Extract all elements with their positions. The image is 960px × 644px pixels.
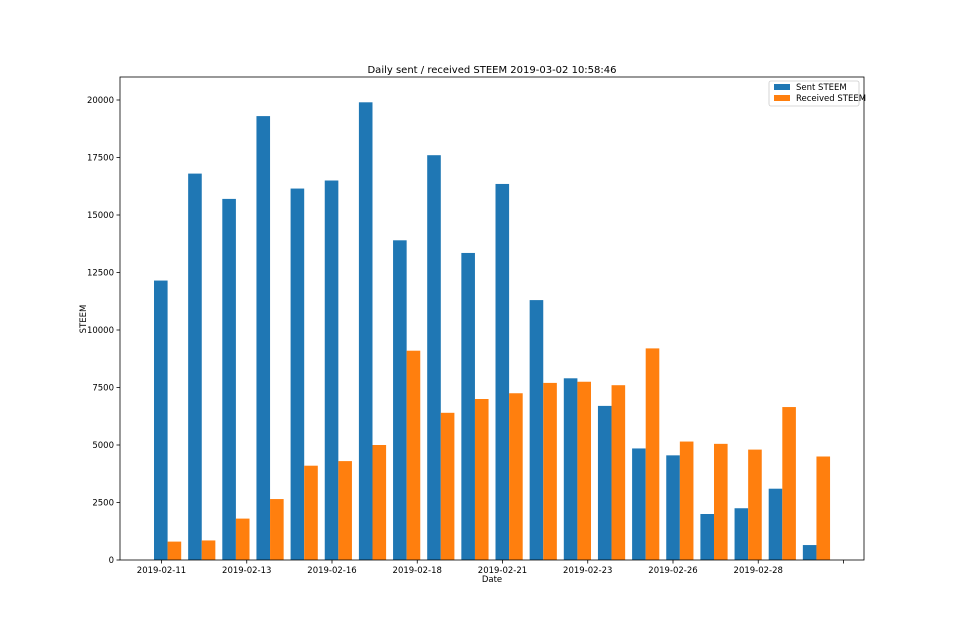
bar-received-2019-02-27 xyxy=(782,407,796,560)
legend-swatch-sent xyxy=(774,84,790,90)
bar-sent-2019-02-16 xyxy=(393,240,407,561)
x-tick-label: 2019-02-13 xyxy=(222,566,271,576)
bar-sent-2019-02-11 xyxy=(222,198,236,560)
y-tick-label: 0 xyxy=(109,556,114,566)
bars-layer xyxy=(154,102,831,561)
bar-sent-2019-02-10 xyxy=(188,173,202,560)
bar-sent-2019-02-21 xyxy=(563,378,578,560)
x-tick-label: 2019-02-21 xyxy=(478,566,527,576)
bar-received-2019-02-28 xyxy=(816,456,831,560)
bar-received-2019-02-21 xyxy=(577,381,591,560)
bar-received-2019-02-23 xyxy=(645,348,660,560)
bar-sent-2019-02-23 xyxy=(632,448,646,560)
x-tick-label: 2019-02-16 xyxy=(307,566,356,576)
y-axis-label: STEEM xyxy=(79,305,89,334)
y-axis: 0 2500 5000 7500 10000 12500 15000 17500 20000 xyxy=(87,96,120,566)
y-tick-label: 10000 xyxy=(87,326,114,336)
x-axis-label: Date xyxy=(482,575,502,585)
legend: Sent STEEM Received STEEM xyxy=(768,80,866,107)
bar-sent-2019-02-22 xyxy=(597,405,612,560)
bar-sent-2019-02-28 xyxy=(802,545,817,560)
legend-swatch-received xyxy=(774,95,790,101)
bar-sent-2019-02-20 xyxy=(529,300,544,560)
axes-frame xyxy=(119,76,865,561)
legend-frame xyxy=(768,80,860,107)
x-tick-label: 2019-02-11 xyxy=(137,566,186,576)
bar-received-2019-02-14 xyxy=(338,461,352,560)
bar-sent-2019-02-27 xyxy=(768,488,783,560)
x-tick-label: 2019-02-26 xyxy=(648,566,697,576)
bar-received-2019-02-11 xyxy=(235,518,250,560)
chart-title: Daily sent / received STEEM 2019-03-02 1… xyxy=(367,65,616,76)
x-axis: 2019-02-11 2019-02-13 2019-02-16 2019-02-18… xyxy=(137,560,844,576)
bar-received-2019-02-09 xyxy=(167,541,182,560)
bar-sent-2019-02-17 xyxy=(427,155,441,560)
bar-received-2019-02-13 xyxy=(304,465,318,560)
y-tick-label: 7500 xyxy=(92,384,114,394)
bar-sent-2019-02-18 xyxy=(461,252,475,560)
bar-received-2019-02-25 xyxy=(714,443,728,560)
y-tick-label: 12500 xyxy=(87,269,114,279)
bar-sent-2019-02-25 xyxy=(700,514,714,560)
legend-label-sent: Sent STEEM xyxy=(796,83,847,93)
bar-sent-2019-02-12 xyxy=(256,116,271,560)
bar-received-2019-02-17 xyxy=(440,412,455,560)
x-tick-label: 2019-02-18 xyxy=(393,566,442,576)
bar-sent-2019-02-15 xyxy=(358,102,373,561)
bar-sent-2019-02-13 xyxy=(290,188,305,561)
x-tick-label: 2019-02-23 xyxy=(563,566,612,576)
bar-sent-2019-02-14 xyxy=(324,180,339,560)
legend-label-received: Received STEEM xyxy=(796,94,866,104)
bar-received-2019-02-22 xyxy=(611,385,626,560)
bar-received-2019-02-24 xyxy=(679,441,694,560)
bar-received-2019-02-10 xyxy=(201,540,216,560)
bar-received-2019-02-20 xyxy=(543,382,557,560)
y-tick-label: 2500 xyxy=(92,499,114,509)
bar-received-2019-02-19 xyxy=(509,393,523,560)
bar-sent-2019-02-26 xyxy=(734,508,749,560)
y-tick-label: 20000 xyxy=(87,96,114,106)
bar-received-2019-02-26 xyxy=(748,449,762,560)
bar-sent-2019-02-24 xyxy=(666,455,680,560)
y-tick-label: 5000 xyxy=(92,441,114,451)
y-tick-label: 15000 xyxy=(87,211,114,221)
bar-received-2019-02-16 xyxy=(406,350,421,560)
bar-sent-2019-02-19 xyxy=(495,183,510,560)
bar-received-2019-02-12 xyxy=(270,499,284,560)
bar-received-2019-02-15 xyxy=(372,445,387,560)
bar-received-2019-02-18 xyxy=(474,399,489,560)
y-tick-label: 17500 xyxy=(87,154,114,164)
bar-sent-2019-02-09 xyxy=(154,280,168,560)
x-tick-label: 2019-02-28 xyxy=(734,566,783,576)
